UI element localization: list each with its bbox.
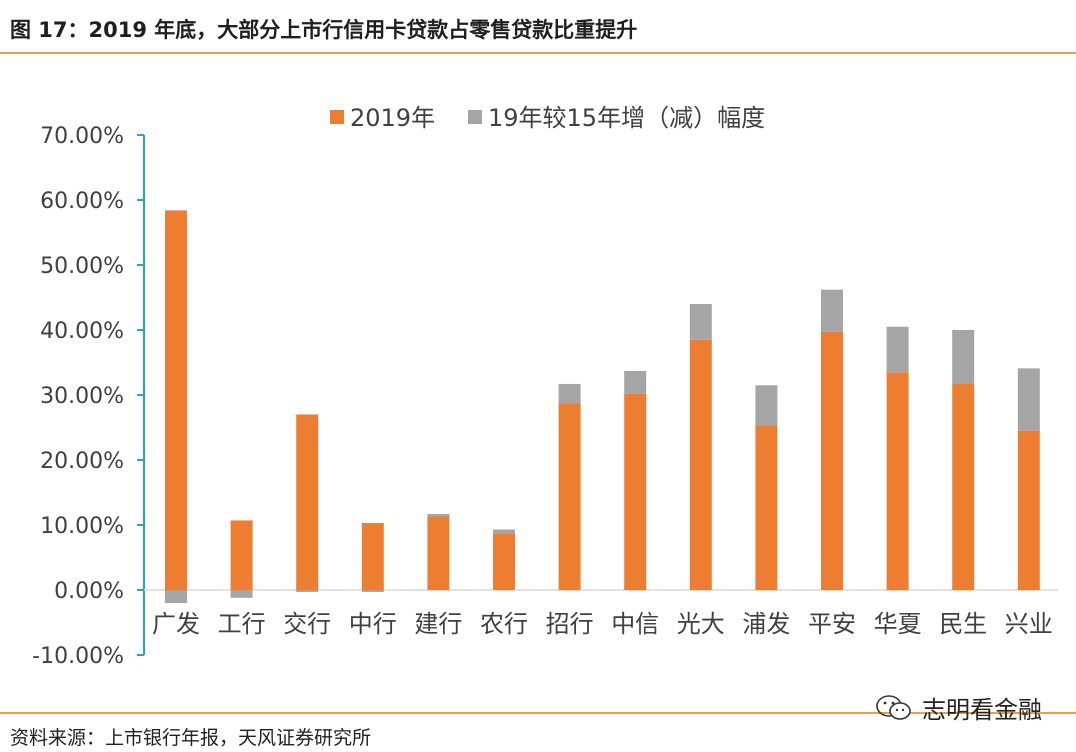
figure-title: 图 17：2019 年底，大部分上市行信用卡贷款占零售贷款比重提升: [10, 18, 638, 42]
x-category-label: 建行: [414, 610, 462, 638]
bars: [165, 210, 1040, 603]
wechat-icon: [876, 694, 911, 720]
y-tick-label: 50.00%: [40, 254, 124, 279]
bar-change: [755, 385, 778, 426]
bar-2019: [821, 331, 843, 590]
x-category-label: 工行: [218, 610, 266, 638]
chart-legend: 2019年 19年较15年增（减）幅度: [330, 104, 765, 132]
x-category-label: 农行: [480, 610, 528, 638]
bar-2019: [952, 383, 975, 590]
bar-change: [427, 513, 450, 517]
bar-2019: [558, 403, 581, 590]
bar-change: [296, 590, 319, 592]
x-category-label: 民生: [939, 610, 987, 638]
y-tick-label: 0.00%: [54, 579, 124, 604]
bar-2019: [493, 533, 515, 590]
bar-change: [624, 370, 647, 394]
legend-swatch-2019: [330, 110, 344, 124]
x-category-label: 兴业: [1005, 610, 1053, 638]
bar-chart: 2019年 19年较15年增（减）幅度 70.00% 60.00% 50.00% 40.…: [32, 104, 1058, 669]
bar-2019: [296, 414, 319, 590]
bar-change: [361, 590, 384, 592]
x-category-label: 中行: [349, 610, 397, 638]
bar-2019: [624, 393, 647, 590]
legend-swatch-change: [468, 110, 482, 124]
bar-2019: [361, 523, 384, 590]
y-tick-label: 20.00%: [40, 449, 124, 474]
bar-change: [689, 304, 712, 340]
watermark: 志明看金融: [874, 690, 1042, 725]
legend-label-change: 19年较15年增（减）幅度: [488, 104, 765, 132]
top-rule: [0, 52, 1076, 54]
bar-2019: [886, 372, 909, 590]
x-category-label: 平安: [808, 610, 856, 638]
source-note: 资料来源：上市银行年报，天风证券研究所: [10, 727, 372, 749]
bar-change: [558, 383, 581, 404]
bar-change: [1017, 368, 1040, 431]
x-category-label: 招行: [546, 610, 594, 638]
bar-2019: [1017, 430, 1040, 590]
y-tick-label: 40.00%: [40, 319, 124, 344]
y-tick-label: 60.00%: [40, 189, 124, 214]
bar-change: [165, 590, 187, 603]
bar-2019: [230, 520, 253, 590]
x-category-label: 光大: [677, 610, 725, 638]
watermark-text: 志明看金融: [922, 696, 1042, 724]
x-category-label: 中信: [611, 610, 659, 638]
bar-change: [493, 529, 515, 534]
legend-label-2019: 2019年: [350, 104, 435, 132]
y-tick-label: 30.00%: [40, 384, 124, 409]
x-category-label: 广发: [152, 610, 200, 638]
bottom-rule: [0, 712, 1076, 714]
bar-change: [952, 330, 975, 384]
bar-change: [886, 326, 909, 373]
bar-change: [821, 289, 843, 332]
x-category-label: 交行: [283, 610, 331, 638]
x-category-label: 华夏: [874, 610, 922, 638]
bar-2019: [755, 425, 778, 590]
x-category-label: 浦发: [742, 610, 790, 638]
y-tick-label: 70.00%: [40, 124, 124, 149]
bar-change: [230, 590, 253, 598]
y-tick-label: -10.00%: [32, 644, 124, 669]
bar-2019: [165, 210, 187, 590]
bar-2019: [689, 339, 712, 590]
y-tick-label: 10.00%: [40, 514, 124, 539]
x-axis-labels: 广发 工行 交行 中行 建行 农行 招行 中信 光大 浦发 平安 华夏 民生 兴业: [152, 610, 1053, 638]
bar-2019: [427, 516, 450, 590]
